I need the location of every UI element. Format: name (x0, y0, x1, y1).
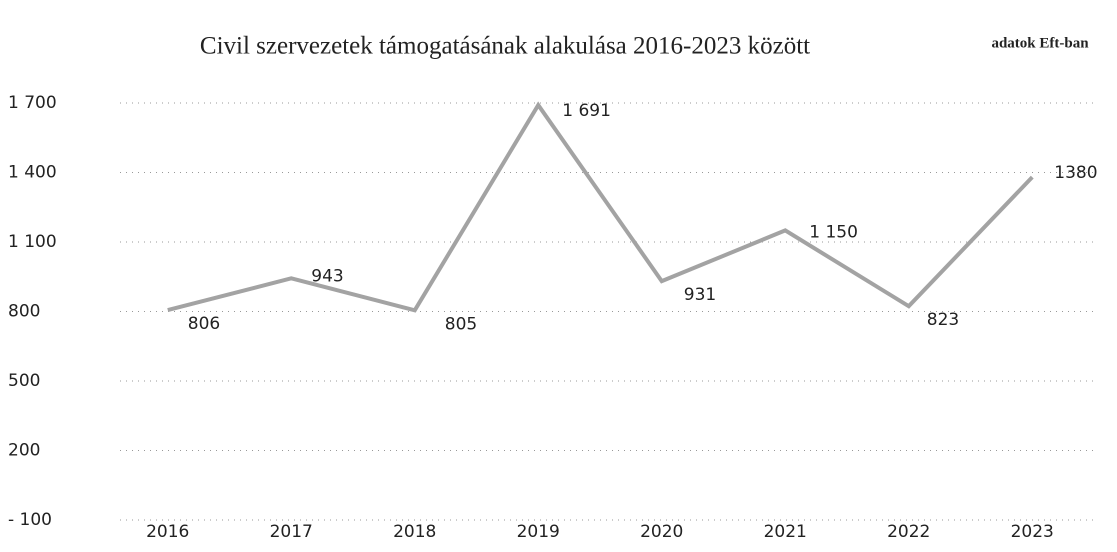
data-label: 1 691 (562, 101, 611, 121)
data-label: 1 150 (809, 222, 858, 242)
y-tick-label: 1 100 (8, 232, 57, 252)
y-tick-label: 200 (8, 441, 40, 461)
x-tick-label: 2021 (764, 522, 807, 542)
y-tick-label: 1 700 (8, 93, 57, 113)
data-label: 806 (188, 314, 220, 334)
data-label: 931 (684, 285, 716, 305)
x-tick-label: 2022 (887, 522, 930, 542)
data-label: 823 (927, 310, 959, 330)
data-label: 943 (311, 266, 343, 286)
x-tick-label: 2019 (517, 522, 560, 542)
y-tick-label: 1 400 (8, 163, 57, 183)
data-label: 805 (445, 314, 477, 334)
data-label: 1380 (1054, 163, 1097, 183)
y-tick-label: 500 (8, 371, 40, 391)
x-tick-label: 2017 (270, 522, 313, 542)
chart-title: Civil szervezetek támogatásának alakulás… (200, 33, 810, 60)
x-tick-label: 2018 (393, 522, 436, 542)
annotation: adatok Eft-ban (991, 35, 1089, 51)
y-tick-label: - 100 (8, 510, 52, 530)
x-tick-label: 2023 (1011, 522, 1054, 542)
x-tick-label: 2016 (146, 522, 189, 542)
x-tick-label: 2020 (640, 522, 683, 542)
data-line (167, 101, 1034, 313)
y-tick-label: 800 (8, 302, 40, 322)
